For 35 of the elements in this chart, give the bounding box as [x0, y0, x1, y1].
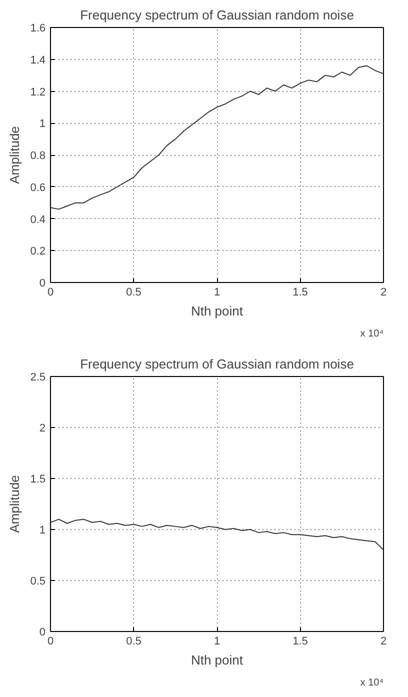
text: x 10⁴ — [360, 678, 384, 688]
x-axis-title: Nth point — [190, 652, 244, 668]
x-tick-label: 0.5 — [126, 286, 142, 298]
x-tick-label: 2 — [380, 636, 387, 648]
y-tick-label: 2 — [39, 422, 46, 434]
y-tick-label: 0.5 — [30, 576, 46, 588]
y-tick-label: 0.6 — [30, 182, 46, 194]
x-tick-label: 1.5 — [292, 636, 308, 648]
y-tick-label: 1.6 — [30, 22, 46, 34]
x-tick-label: 1 — [214, 636, 220, 648]
y-tick-label: 1 — [39, 118, 46, 130]
chart-title: Frequency spectrum of Gaussian random noise — [80, 356, 354, 372]
x-tick-label: 2 — [380, 286, 387, 298]
y-tick-label: 1.2 — [30, 86, 46, 98]
chart-title: Frequency spectrum of Gaussian random noise — [80, 8, 354, 22]
x-axis-title: Nth point — [190, 304, 244, 318]
x-tick-label: 1.5 — [292, 286, 308, 298]
x-tick-label: 0.5 — [126, 636, 142, 648]
y-tick-label: 0 — [39, 278, 46, 290]
x-tick-label: 0 — [47, 636, 54, 648]
y-tick-label: 0 — [39, 626, 46, 638]
y-tick-label: 0.4 — [30, 214, 46, 226]
y-tick-label: 1.4 — [30, 54, 46, 66]
y-tick-label: 1 — [39, 524, 46, 536]
text: x 10⁴ — [360, 328, 384, 340]
y-axis-title: Amplitude — [7, 475, 22, 533]
y-axis-title: Amplitude — [7, 126, 22, 184]
y-tick-label: 0.8 — [30, 150, 46, 162]
line-series — [50, 518, 384, 550]
line-series — [50, 65, 384, 210]
y-tick-label: 0.2 — [30, 246, 46, 258]
x-tick-label: 1 — [214, 286, 220, 298]
x-tick-label: 0 — [47, 286, 54, 298]
y-tick-label: 2.5 — [30, 372, 46, 384]
y-tick-label: 1.5 — [30, 474, 46, 486]
